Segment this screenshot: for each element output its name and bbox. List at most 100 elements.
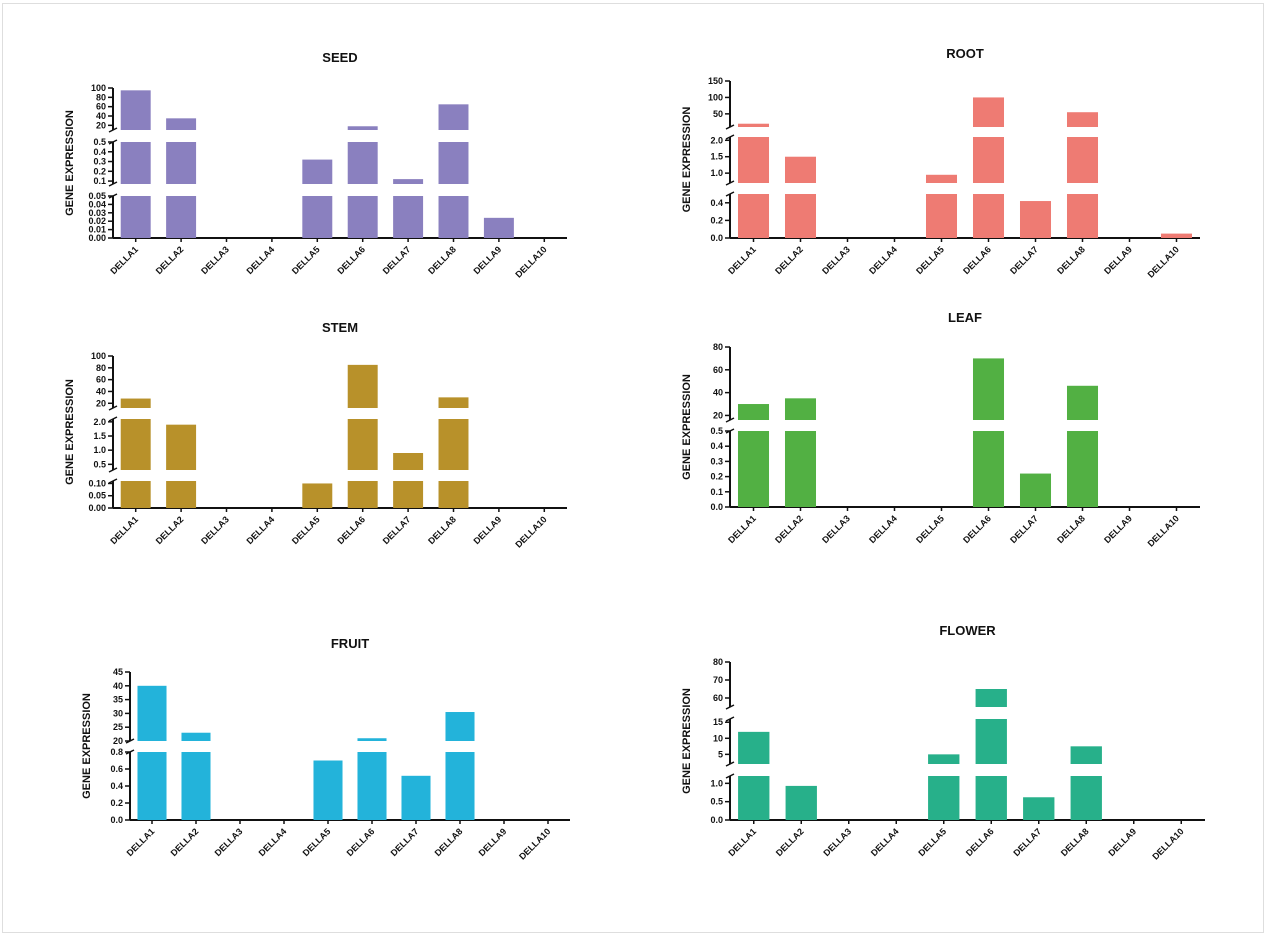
- x-tick-label: DELLA4: [869, 826, 901, 858]
- bar: [972, 431, 1005, 507]
- bar: [120, 196, 151, 238]
- x-tick-label: DELLA6: [961, 513, 993, 545]
- bar: [785, 785, 817, 820]
- y-tick-label: 1.0: [93, 445, 106, 455]
- bar: [1023, 797, 1055, 820]
- bar: [438, 196, 469, 238]
- y-tick-label: 0.00: [88, 503, 106, 513]
- y-tick-label: 0.4: [710, 441, 723, 451]
- y-tick-label: 40: [713, 388, 723, 398]
- axis-break-mark: [108, 478, 118, 484]
- x-tick-label: DELLA7: [381, 244, 413, 276]
- x-tick-label: DELLA8: [426, 514, 458, 546]
- y-tick-label: 0.04: [88, 199, 106, 209]
- y-tick-label: 0.03: [88, 208, 106, 218]
- x-tick-label: DELLA7: [389, 826, 421, 858]
- x-tick-label: DELLA2: [774, 826, 806, 858]
- bar: [928, 776, 960, 820]
- x-tick-label: DELLA4: [244, 244, 276, 276]
- axis-break-mark: [725, 180, 735, 186]
- chart-stem: STEM GENE EXPRESSION 0.00 0.05 0.10 0.5 1.0 1.5…: [64, 320, 567, 550]
- x-tick-label: DELLA9: [1102, 513, 1134, 545]
- y-tick-label: 80: [713, 342, 723, 352]
- bar: [1066, 431, 1099, 507]
- bar: [302, 159, 333, 184]
- axis-break-mark: [108, 467, 118, 473]
- y-tick-label: 0.5: [710, 797, 723, 807]
- bar: [1066, 385, 1099, 420]
- x-tick-label: DELLA10: [517, 826, 552, 861]
- bar: [357, 752, 387, 820]
- x-tick-label: DELLA1: [726, 244, 758, 276]
- bar: [1070, 746, 1102, 764]
- bar: [737, 137, 770, 183]
- bar: [302, 483, 333, 508]
- y-tick-label: 60: [713, 693, 723, 703]
- y-tick-label: 100: [91, 351, 106, 361]
- bar: [120, 142, 151, 184]
- bar: [1066, 194, 1099, 238]
- y-tick-label: 40: [113, 681, 123, 691]
- y-tick-label: 1.5: [93, 431, 106, 441]
- y-tick-label: 0.2: [710, 215, 723, 225]
- x-tick-label: DELLA5: [914, 244, 946, 276]
- axis-break-mark: [108, 181, 118, 187]
- y-tick-label: 80: [713, 657, 723, 667]
- x-tick-label: DELLA4: [257, 826, 289, 858]
- x-tick-label: DELLA3: [213, 826, 245, 858]
- chart-title: FLOWER: [939, 623, 996, 638]
- y-tick-label: 60: [713, 365, 723, 375]
- bar: [166, 481, 197, 508]
- x-tick-label: DELLA1: [108, 514, 140, 546]
- x-tick-label: DELLA10: [513, 244, 548, 279]
- x-tick-label: DELLA4: [244, 514, 276, 546]
- bar: [137, 685, 167, 741]
- x-tick-label: DELLA3: [199, 244, 231, 276]
- bar: [972, 194, 1005, 238]
- bar: [347, 481, 378, 508]
- x-tick-label: DELLA3: [821, 826, 853, 858]
- y-tick-label: 0.01: [88, 225, 106, 235]
- y-tick-label: 10: [713, 733, 723, 743]
- bar: [1160, 233, 1193, 238]
- bar: [1066, 112, 1099, 127]
- x-tick-label: DELLA9: [471, 514, 503, 546]
- y-tick-label: 2.0: [710, 135, 723, 145]
- y-tick-label: 80: [96, 363, 106, 373]
- x-tick-label: DELLA1: [726, 826, 758, 858]
- y-tick-label: 0.5: [93, 459, 106, 469]
- y-tick-label: 1.0: [710, 778, 723, 788]
- y-tick-label: 0.0: [110, 815, 123, 825]
- bar: [347, 196, 378, 238]
- y-tick-label: 0.1: [93, 176, 106, 186]
- y-tick-label: 45: [113, 667, 123, 677]
- x-tick-label: DELLA7: [1011, 826, 1043, 858]
- x-tick-label: DELLA2: [154, 514, 186, 546]
- bar: [347, 364, 378, 408]
- x-tick-label: DELLA5: [290, 244, 322, 276]
- x-tick-label: DELLA2: [154, 244, 186, 276]
- y-tick-label: 20: [713, 410, 723, 420]
- x-tick-label: DELLA9: [471, 244, 503, 276]
- chart-leaf: LEAF GENE EXPRESSION 0.0 0.1 0.2 0.3 0.4 0.5 20 4…: [681, 310, 1200, 549]
- x-tick-label: DELLA1: [125, 826, 157, 858]
- x-tick-label: DELLA6: [335, 514, 367, 546]
- y-tick-label: 15: [713, 717, 723, 727]
- x-tick-label: DELLA1: [726, 513, 758, 545]
- y-tick-label: 40: [96, 386, 106, 396]
- axis-break-mark: [725, 134, 735, 140]
- y-axis-label: GENE EXPRESSION: [681, 374, 693, 480]
- x-tick-label: DELLA6: [961, 244, 993, 276]
- axis-break-mark: [108, 416, 118, 422]
- x-tick-label: DELLA10: [513, 514, 548, 549]
- x-tick-label: DELLA6: [345, 826, 377, 858]
- bar: [347, 126, 378, 130]
- bar: [737, 431, 770, 507]
- x-tick-label: DELLA4: [867, 244, 899, 276]
- y-axis-label: GENE EXPRESSION: [81, 693, 93, 799]
- bar: [738, 731, 770, 764]
- y-tick-label: 0.8: [110, 747, 123, 757]
- bar: [1066, 137, 1099, 183]
- y-axis-label: GENE EXPRESSION: [64, 110, 76, 216]
- bar: [445, 712, 475, 741]
